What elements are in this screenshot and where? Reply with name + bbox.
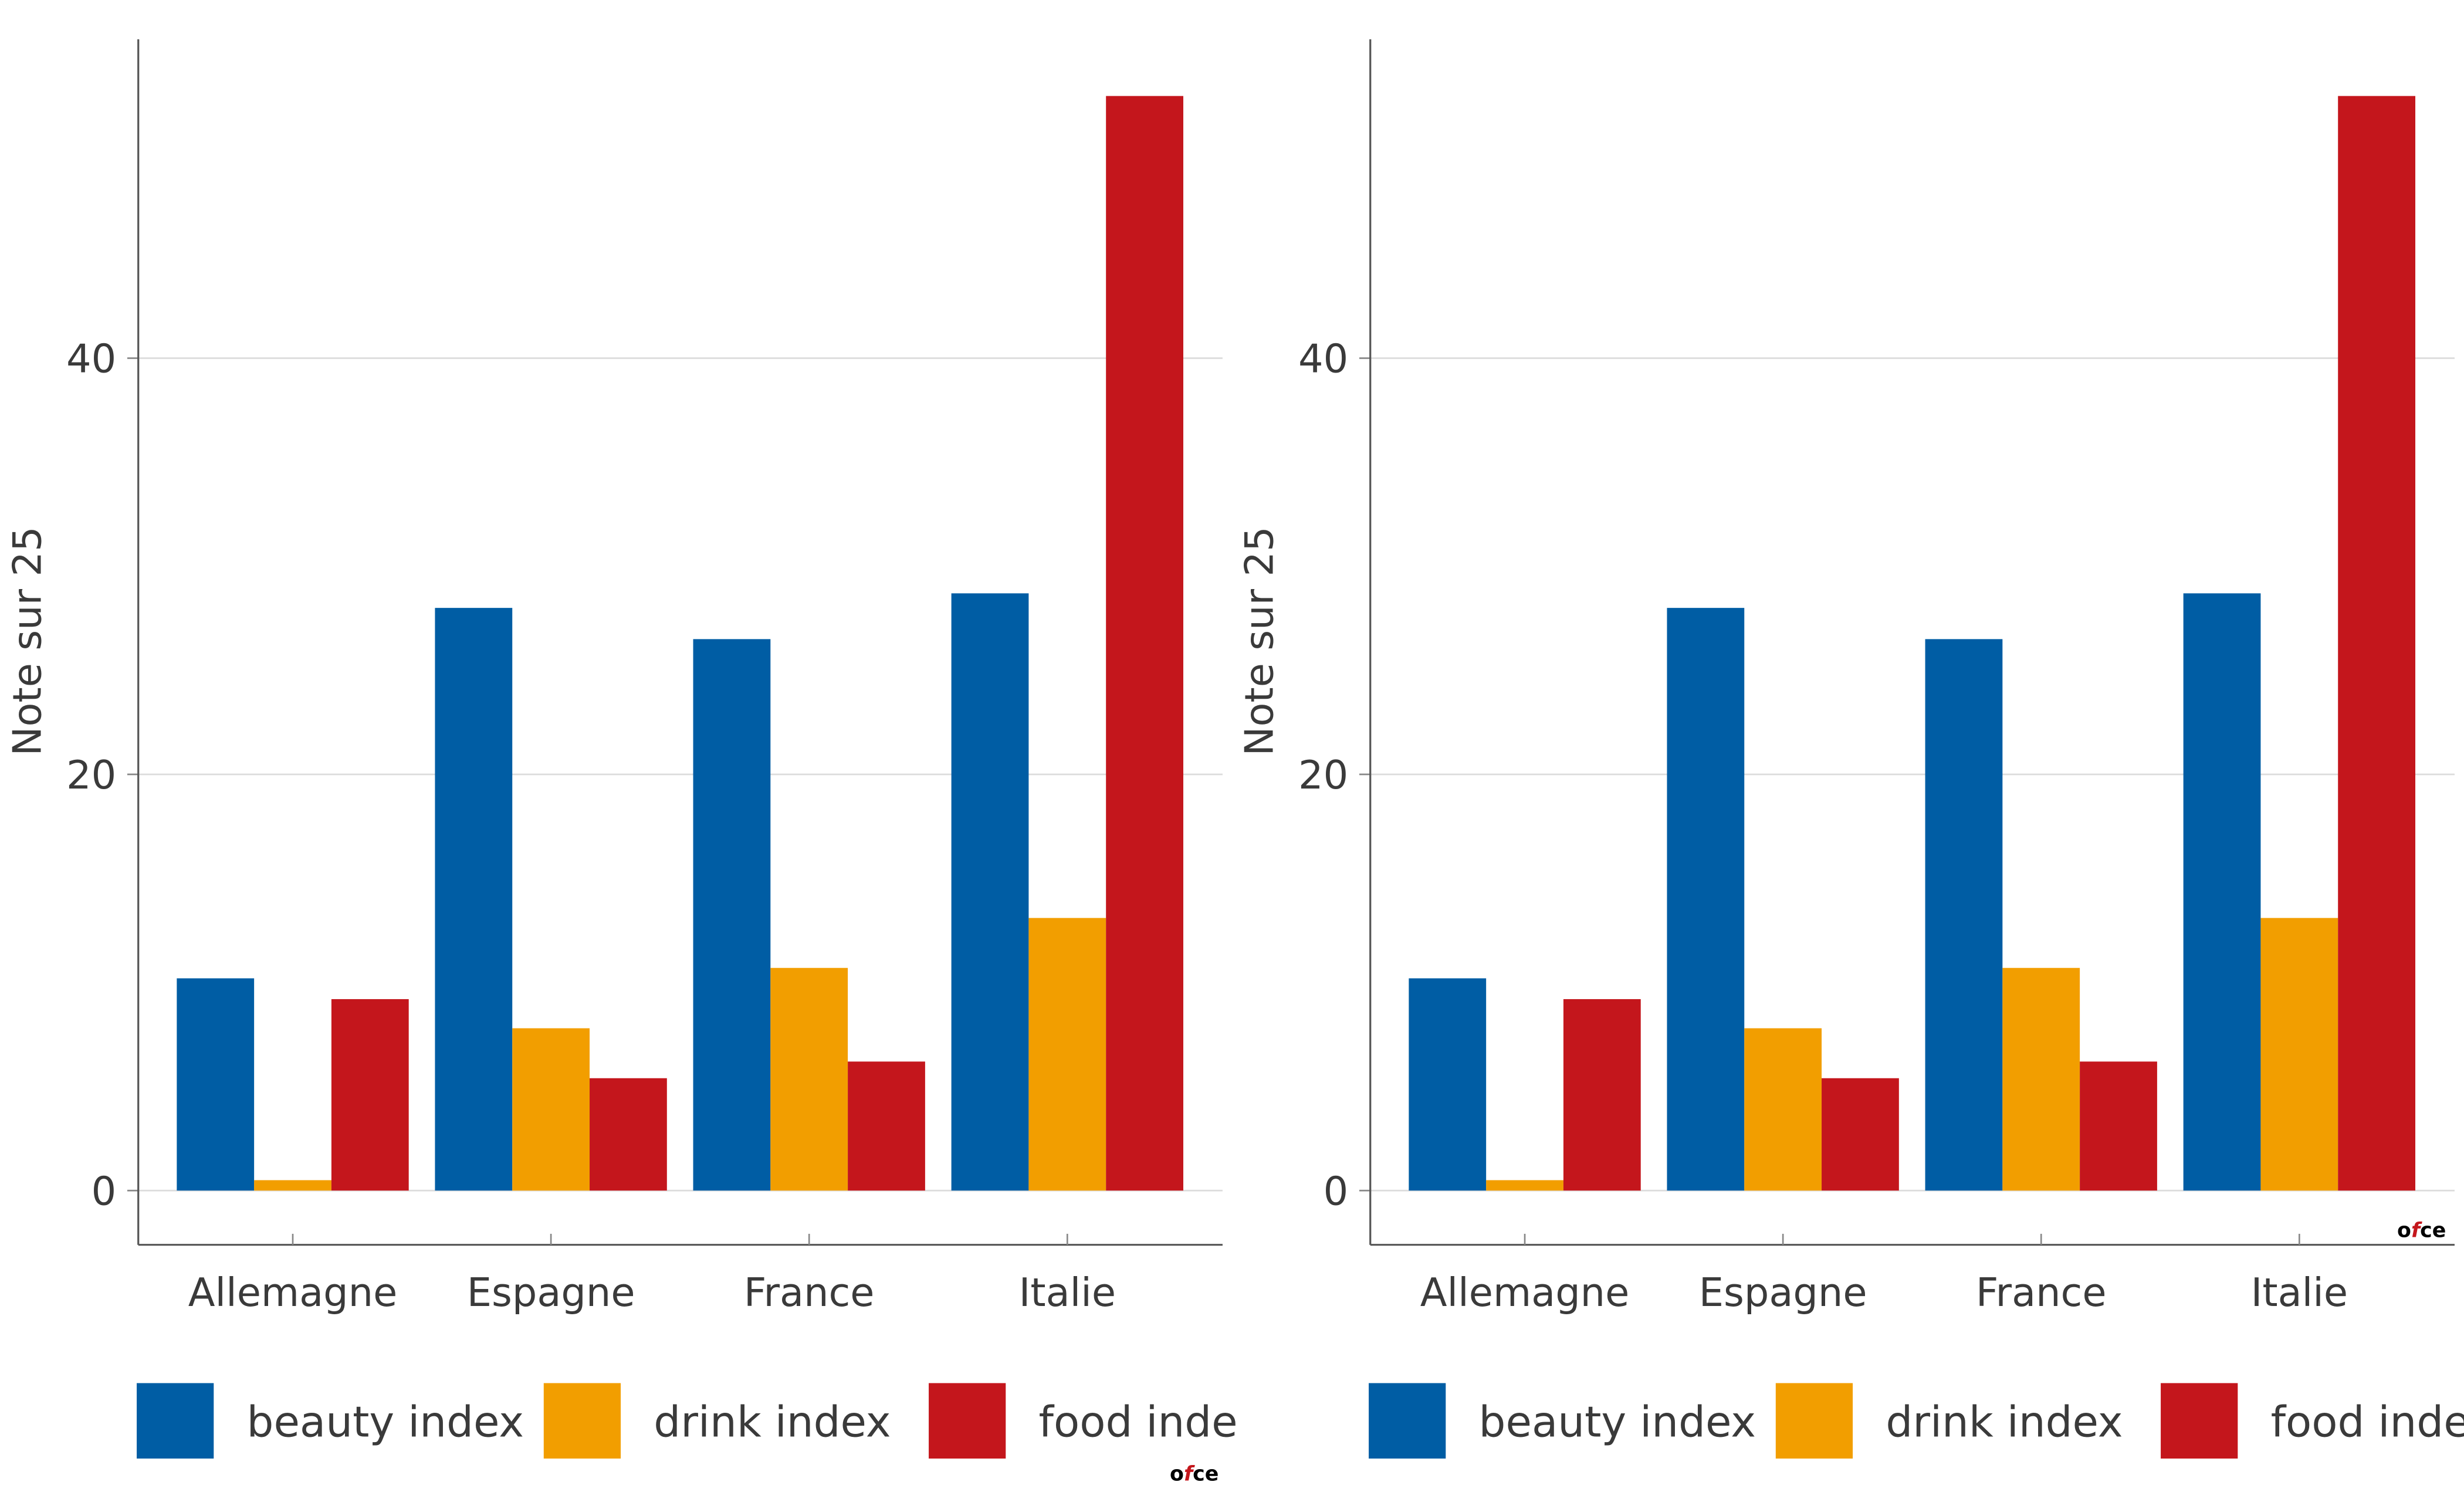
bar-drink-index-allemagne bbox=[1486, 1180, 1563, 1191]
bar-beauty-index-france bbox=[1925, 639, 2003, 1191]
legend-swatch bbox=[137, 1383, 214, 1459]
bar-food-index-france bbox=[2080, 1061, 2157, 1191]
legend-swatch bbox=[2161, 1383, 2238, 1459]
bar-beauty-index-italie bbox=[2183, 593, 2261, 1191]
x-tick-label: Espagne bbox=[1699, 1270, 1867, 1315]
y-axis-label: Note sur 25 bbox=[5, 526, 50, 756]
legend-swatch bbox=[1775, 1383, 1853, 1459]
bar-food-index-allemagne bbox=[331, 999, 409, 1191]
bar-beauty-index-france bbox=[693, 639, 771, 1191]
legend-label: drink index bbox=[1886, 1398, 2123, 1447]
y-tick-label: 40 bbox=[66, 336, 116, 382]
legend-swatch bbox=[1369, 1383, 1446, 1459]
legend-label: beauty index bbox=[247, 1398, 524, 1447]
legend-label: drink index bbox=[654, 1398, 891, 1447]
legend-label: beauty index bbox=[1479, 1398, 1756, 1447]
bar-beauty-index-italie bbox=[951, 593, 1029, 1191]
bar-beauty-index-espagne bbox=[1667, 608, 1745, 1191]
chart-panel-right: 0 20 40 Note sur 25 Allemagne Espagne France It… bbox=[1237, 39, 2464, 1459]
ofce-logo: ofce bbox=[1170, 1463, 1219, 1486]
bar-drink-index-espagne bbox=[512, 1028, 590, 1191]
x-tick-label: Espagne bbox=[467, 1270, 635, 1315]
bar-drink-index-italie bbox=[2260, 918, 2338, 1191]
bar-food-index-italie bbox=[1106, 96, 1183, 1191]
legend-swatch bbox=[543, 1383, 621, 1459]
chart-panel-left: 0 20 40 Note sur 25 Allemagne Espagne France It… bbox=[5, 39, 1238, 1486]
bar-drink-index-allemagne bbox=[254, 1180, 331, 1191]
x-tick-label: Allemagne bbox=[188, 1270, 398, 1315]
bar-food-index-espagne bbox=[590, 1078, 667, 1191]
y-tick-label: 0 bbox=[92, 1168, 117, 1214]
bar-beauty-index-espagne bbox=[435, 608, 513, 1191]
x-tick-label: Allemagne bbox=[1420, 1270, 1630, 1315]
bar-drink-index-espagne bbox=[1744, 1028, 1822, 1191]
x-tick-label: France bbox=[1976, 1270, 2107, 1315]
bar-drink-index-france bbox=[2002, 967, 2080, 1191]
ofce-logo: ofce bbox=[2397, 1219, 2446, 1242]
y-tick-label: 0 bbox=[1324, 1168, 1349, 1214]
y-axis-label: Note sur 25 bbox=[1237, 526, 1282, 756]
x-tick-label: France bbox=[744, 1270, 875, 1315]
bar-food-index-italie bbox=[2338, 96, 2416, 1191]
bar-food-index-france bbox=[848, 1061, 925, 1191]
x-tick-label: Italie bbox=[2251, 1270, 2348, 1315]
bar-food-index-allemagne bbox=[1563, 999, 1641, 1191]
y-tick-label: 40 bbox=[1298, 336, 1348, 382]
y-tick-label: 20 bbox=[1298, 752, 1348, 798]
legend-label: food inde bbox=[1039, 1398, 1238, 1447]
bar-food-index-espagne bbox=[1822, 1078, 1899, 1191]
legend-label: food inde bbox=[2271, 1398, 2464, 1447]
bar-drink-index-italie bbox=[1028, 918, 1106, 1191]
bar-beauty-index-allemagne bbox=[177, 978, 255, 1191]
legend-swatch bbox=[929, 1383, 1006, 1459]
y-tick-label: 20 bbox=[66, 752, 116, 798]
x-tick-label: Italie bbox=[1019, 1270, 1116, 1315]
bar-beauty-index-allemagne bbox=[1409, 978, 1487, 1191]
bar-drink-index-france bbox=[770, 967, 848, 1191]
